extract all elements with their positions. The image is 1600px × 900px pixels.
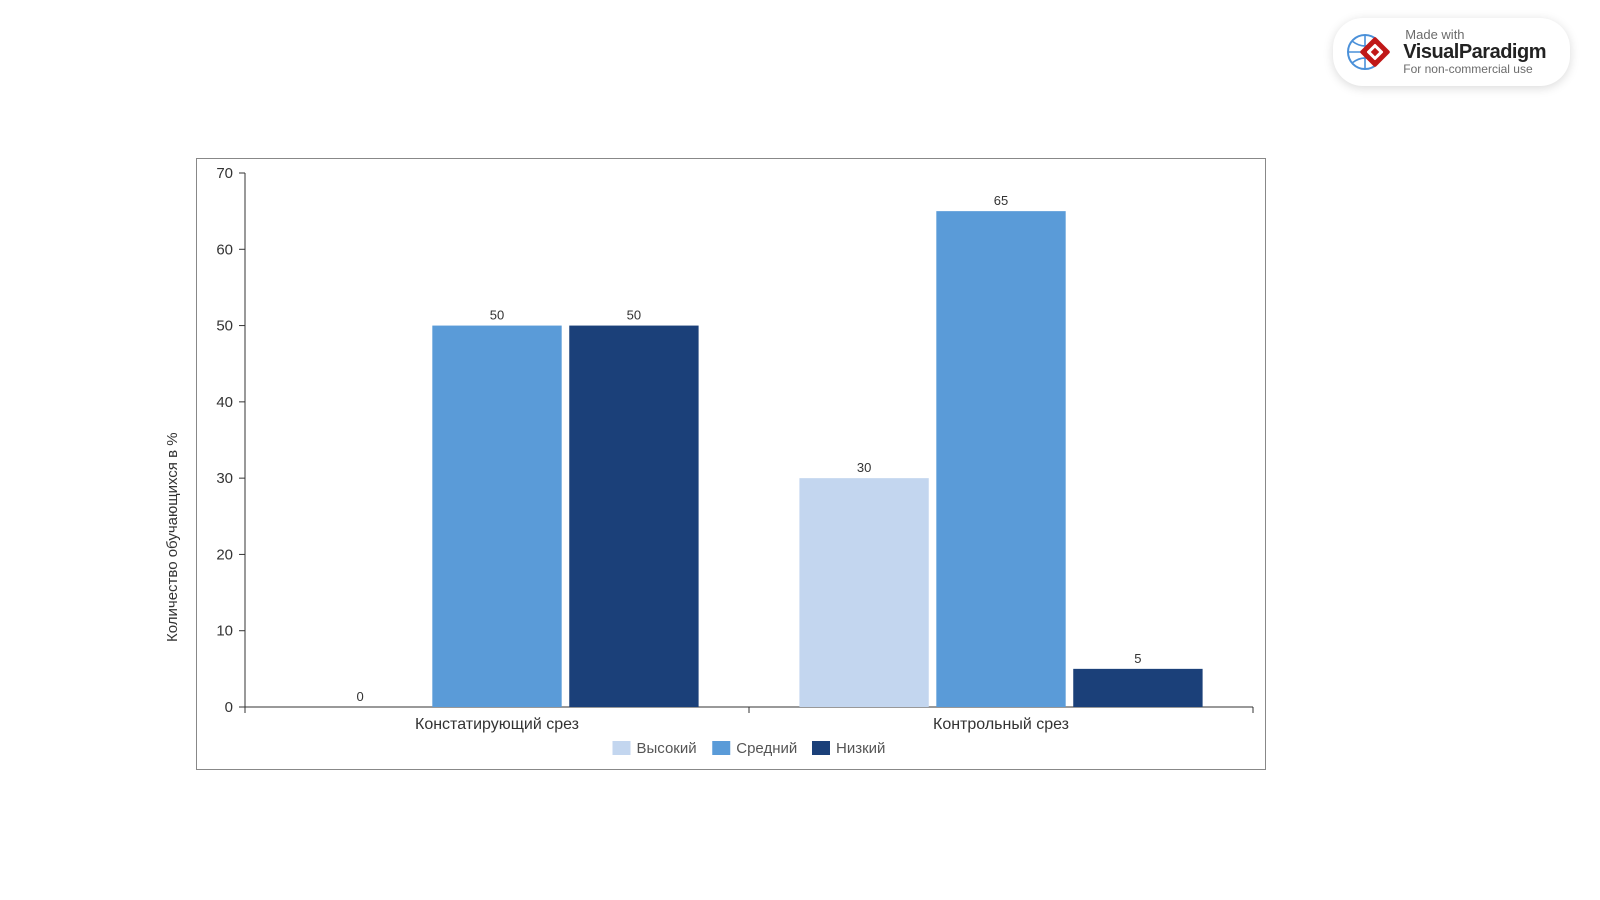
y-tick-label: 70 [216,165,233,182]
y-tick-label: 30 [216,470,233,487]
y-tick-label: 20 [216,546,233,563]
legend-label: Высокий [637,740,697,757]
legend-swatch [812,741,830,755]
bar-value-label: 30 [857,460,871,475]
y-tick-label: 40 [216,394,233,411]
y-tick-label: 50 [216,318,233,335]
bar-value-label: 50 [627,308,641,323]
watermark-badge: Made with VisualParadigm For non-commerc… [1333,18,1570,86]
bar [936,211,1065,707]
bar [569,326,698,707]
bar-chart: 0 10 20 30 40 50 60 70 0 50 50 Констатирующий срез 3… [197,159,1267,771]
bar [1073,669,1202,707]
bar-value-label: 50 [490,308,504,323]
y-tick-label: 10 [216,623,233,640]
bar-value-label: 5 [1134,651,1141,666]
legend-swatch [712,741,730,755]
watermark-line2: VisualParadigm [1403,42,1546,63]
chart-frame: 0 10 20 30 40 50 60 70 0 50 50 Констатирующий срез 3… [196,158,1266,770]
y-tick-label: 0 [225,699,233,716]
y-axis-label: Количество обучающихся в % [164,432,181,642]
legend-label: Средний [736,740,797,757]
x-category-label: Контрольный срез [933,716,1069,733]
watermark-line1: Made with [1405,28,1546,42]
watermark-line3: For non-commercial use [1403,63,1546,76]
bar-value-label: 0 [356,689,363,704]
bar [432,326,561,707]
x-category-label: Констатирующий срез [415,716,579,733]
bar-value-label: 65 [994,193,1008,208]
bar [799,478,928,707]
legend-label: Низкий [836,740,885,757]
y-tick-label: 60 [216,241,233,258]
visual-paradigm-logo-icon [1347,28,1395,76]
legend-swatch [613,741,631,755]
